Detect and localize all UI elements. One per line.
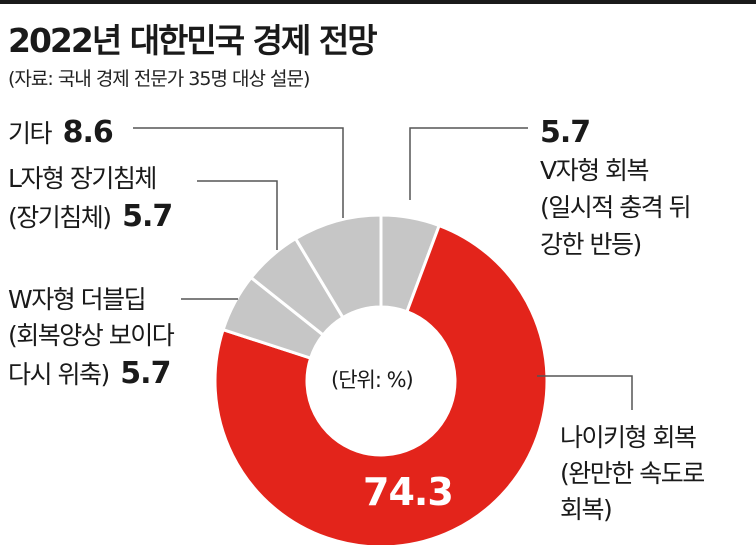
label-w-line3: 다시 위축) [8, 360, 110, 389]
unit-label: (단위: %) [331, 368, 414, 392]
label-nike-line1: 나이키형 회복 [560, 423, 697, 452]
label-l-stagnation: L자형 장기침체 (장기침체) 5.7 [8, 164, 173, 234]
top-rule [0, 0, 756, 4]
value-v-recovery: 5.7 [540, 115, 591, 150]
label-v-line2: (일시적 충격 뒤 [540, 193, 692, 222]
label-l-line1: L자형 장기침체 [8, 164, 157, 193]
label-nike-line3: 회복) [560, 495, 613, 524]
label-other-text: 기타 [8, 119, 53, 148]
label-v-line3: 강한 반등) [540, 230, 642, 259]
slice-other [293, 213, 383, 320]
label-nike-line2: (완만한 속도로 [560, 459, 705, 488]
value-w-doubledip: 5.7 [120, 356, 171, 391]
value-nike-recovery: 74.3 [363, 470, 454, 514]
chart-subtitle: (자료: 국내 경제 전문가 35명 대상 설문) [8, 68, 310, 90]
leader-l [197, 180, 278, 250]
slice-nike-recovery [213, 223, 549, 545]
label-other: 기타 8.6 [8, 115, 114, 150]
label-w-line1: W자형 더블딥 [8, 285, 147, 314]
label-nike-recovery: 나이키형 회복 (완만한 속도로 회복) [560, 423, 705, 524]
value-l-stagnation: 5.7 [122, 199, 173, 234]
label-w-doubledip: W자형 더블딥 (회복양상 보이다 다시 위축) 5.7 [8, 285, 175, 391]
label-w-line2: (회복양상 보이다 [8, 321, 175, 350]
leader-nike [537, 375, 633, 410]
label-v-line1: V자형 회복 [540, 156, 650, 185]
label-l-line2: (장기침체) [8, 203, 112, 232]
label-v-recovery: 5.7 V자형 회복 (일시적 충격 뒤 강한 반등) [540, 115, 692, 259]
leader-other [133, 127, 344, 218]
chart-title: 2022년 대한민국 경제 전망 [8, 21, 378, 60]
value-other: 8.6 [62, 115, 114, 150]
leader-v [409, 127, 528, 200]
